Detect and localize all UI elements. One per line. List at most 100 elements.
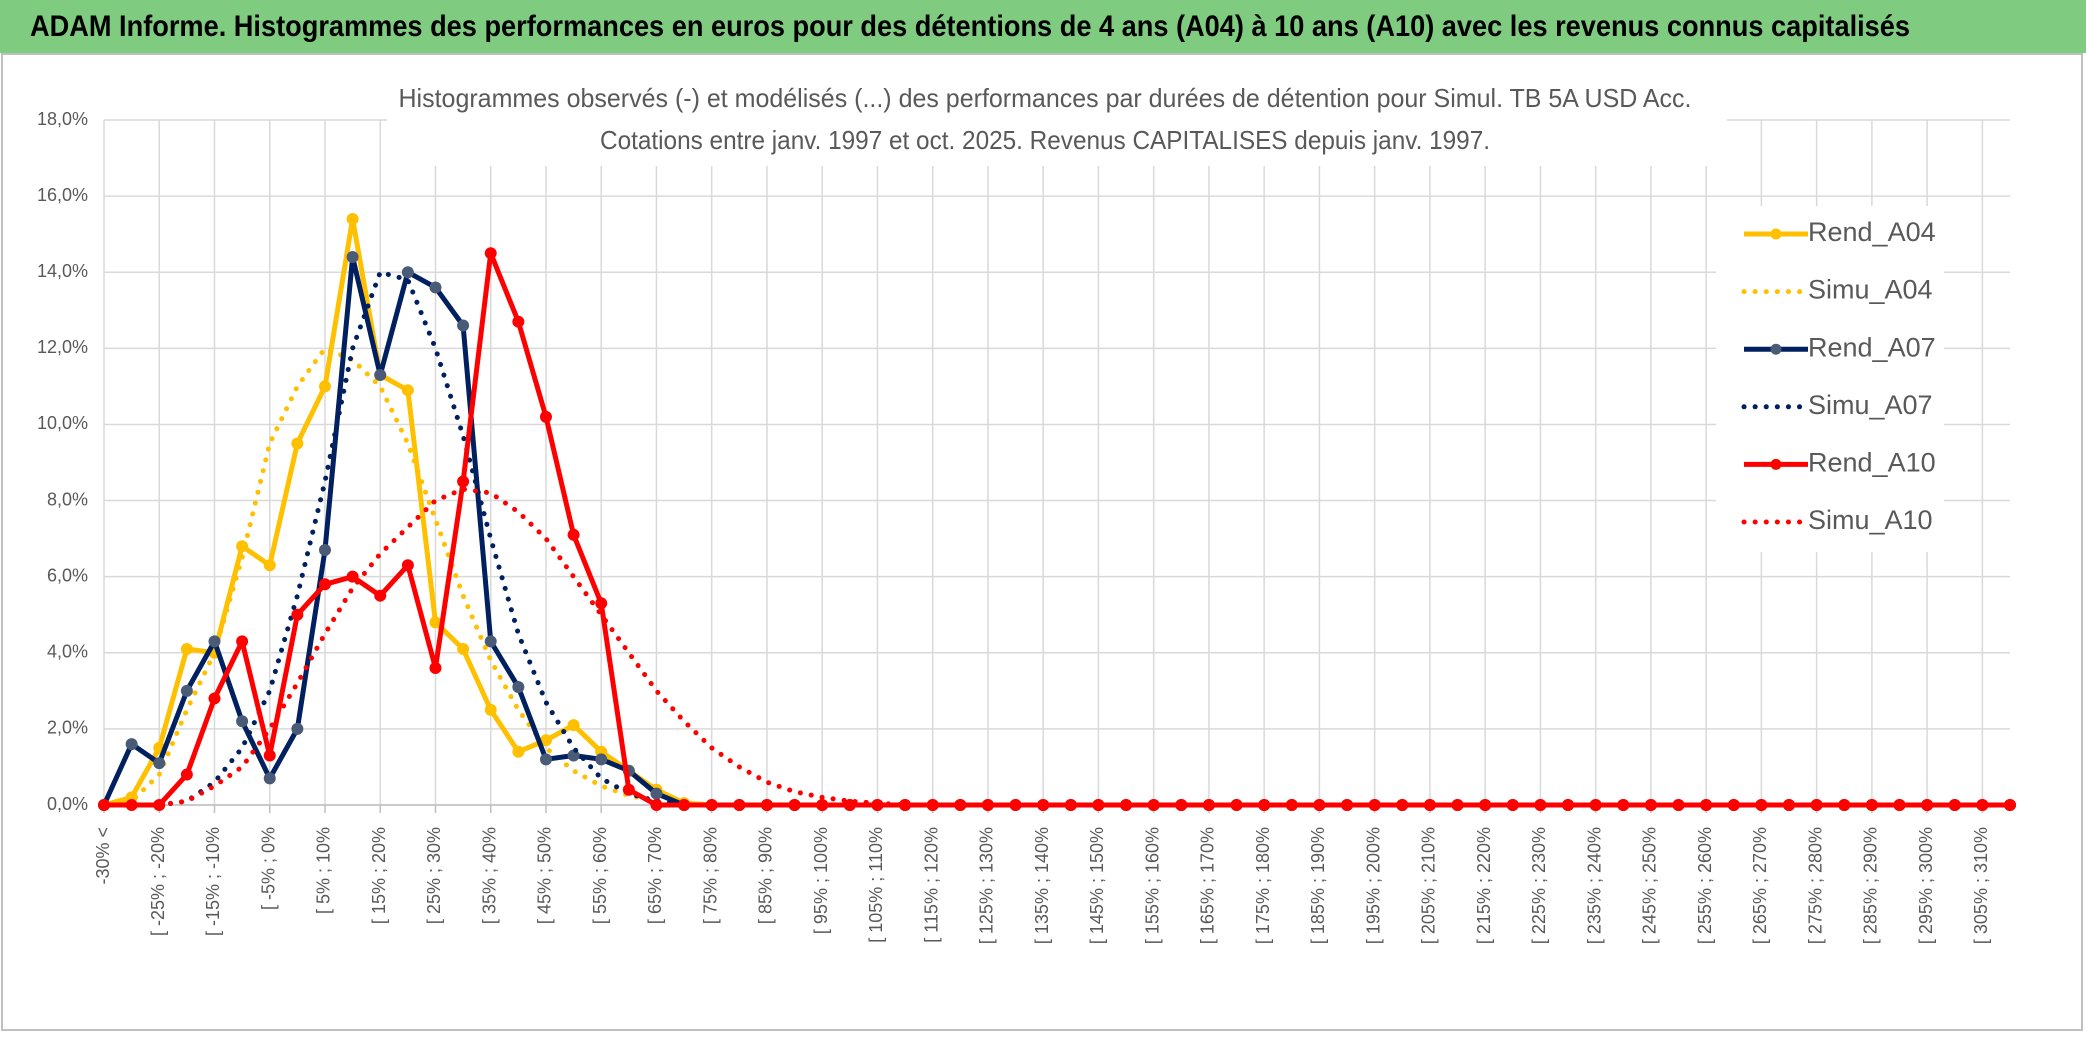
data-point <box>539 410 552 423</box>
legend-bg <box>1716 206 1944 552</box>
y-tick-label: 14,0% <box>37 261 88 281</box>
x-tick-label: [ 255% ; 260% <box>1695 827 1715 944</box>
legend-marker <box>1770 458 1782 470</box>
data-point <box>208 635 221 648</box>
data-point <box>512 315 525 328</box>
data-point <box>512 681 525 694</box>
data-point <box>595 597 608 610</box>
x-tick-label: [ 15% ; 20% <box>369 827 389 924</box>
x-tick-label: [ 35% ; 40% <box>479 827 499 924</box>
x-tick-label: [ 145% ; 150% <box>1087 827 1107 944</box>
data-point <box>318 544 331 557</box>
x-tick-label: [ 95% ; 100% <box>811 827 831 934</box>
data-point <box>346 251 359 263</box>
data-point <box>236 635 249 648</box>
data-point <box>484 635 497 648</box>
data-point <box>401 384 414 397</box>
data-point <box>678 799 691 811</box>
y-tick-label: 12,0% <box>37 337 88 357</box>
data-point <box>429 281 442 294</box>
data-point <box>1562 799 1575 811</box>
data-point <box>263 559 276 572</box>
legend-label: Rend_A07 <box>1808 332 1936 362</box>
data-point <box>539 753 552 766</box>
x-tick-label: [ 175% ; 180% <box>1253 827 1273 944</box>
data-point <box>457 319 470 332</box>
legend-label: Rend_A10 <box>1808 448 1936 478</box>
data-point <box>401 266 414 279</box>
data-point <box>346 212 359 225</box>
y-tick-label: 8,0% <box>47 489 88 509</box>
chart-subtitle: Histogrammes observés (-) et modélisés (… <box>399 83 1692 113</box>
data-point <box>457 642 470 655</box>
x-tick-label: [ 65% ; 70% <box>645 827 665 924</box>
x-tick-label: [ -25% ; -20% <box>148 827 168 936</box>
y-tick-label: 18,0% <box>37 109 88 129</box>
data-point <box>318 380 331 393</box>
data-point <box>457 475 470 488</box>
data-point <box>429 662 442 674</box>
data-point <box>236 715 249 728</box>
x-tick-label: [ 235% ; 240% <box>1584 827 1604 944</box>
data-point <box>705 799 718 811</box>
x-tick-label: [ 75% ; 80% <box>700 827 720 924</box>
x-tick-label: [ 155% ; 160% <box>1142 827 1162 944</box>
x-tick-label: [ 195% ; 200% <box>1363 827 1383 944</box>
data-point <box>374 589 387 602</box>
data-point <box>512 745 525 758</box>
x-tick-label: [ -5% ; 0% <box>258 827 278 910</box>
x-tick-label: [ 265% ; 270% <box>1750 827 1770 944</box>
data-point <box>208 692 221 705</box>
x-tick-label: [ 295% ; 300% <box>1916 827 1936 944</box>
x-tick-label: [ 285% ; 290% <box>1861 827 1881 944</box>
page-title: ADAM Informe. Histogrammes des performan… <box>30 10 1910 43</box>
data-point <box>484 703 497 716</box>
data-point <box>843 799 856 811</box>
data-point <box>650 799 663 811</box>
data-point <box>291 437 304 450</box>
x-tick-label: [ 185% ; 190% <box>1308 827 1328 944</box>
chart-subtitle: Cotations entre janv. 1997 et oct. 2025.… <box>600 125 1490 155</box>
data-point <box>263 749 276 762</box>
legend-label: Simu_A04 <box>1808 275 1933 305</box>
y-tick-label: 2,0% <box>47 718 88 738</box>
legend-label: Simu_A07 <box>1808 390 1933 420</box>
y-tick-label: 16,0% <box>37 185 88 205</box>
legend-label: Simu_A10 <box>1808 505 1933 535</box>
x-tick-label: [ 25% ; 30% <box>424 827 444 924</box>
data-point <box>595 753 608 766</box>
y-tick-label: 0,0% <box>47 794 88 814</box>
data-point <box>816 799 829 811</box>
data-point <box>374 368 387 381</box>
y-tick-label: 6,0% <box>47 565 88 585</box>
x-tick-label: [ 85% ; 90% <box>756 827 776 924</box>
x-tick-label: [ 135% ; 140% <box>1032 827 1052 944</box>
x-tick-label: [ 45% ; 50% <box>535 827 555 924</box>
series-line <box>101 486 2013 808</box>
y-tick-label: 10,0% <box>37 413 88 433</box>
x-tick-label: [ -15% ; -10% <box>203 827 223 936</box>
data-point <box>291 608 304 621</box>
x-tick-label: [ 205% ; 210% <box>1419 827 1439 944</box>
data-point <box>180 684 193 697</box>
data-point <box>318 578 331 591</box>
subtitle-bg <box>387 78 1727 166</box>
data-point <box>650 787 663 800</box>
data-point <box>401 559 414 572</box>
x-tick-label: [ 105% ; 110% <box>866 827 886 943</box>
data-point <box>153 757 166 770</box>
x-tick-label: [ 125% ; 130% <box>977 827 997 944</box>
data-point <box>760 799 773 811</box>
data-point <box>236 540 249 553</box>
data-point <box>484 247 497 260</box>
x-tick-label: [ 55% ; 60% <box>590 827 610 924</box>
chart-border <box>1 53 2083 1031</box>
x-tick-label: [ 275% ; 280% <box>1805 827 1825 944</box>
x-tick-label: [ 305% ; 310% <box>1971 827 1991 944</box>
data-point <box>1534 799 1547 811</box>
y-tick-label: 4,0% <box>47 642 88 662</box>
x-tick-label: [ 215% ; 220% <box>1474 827 1494 944</box>
data-point <box>346 570 359 583</box>
data-point <box>263 772 276 785</box>
x-tick-label: -30% < <box>93 827 113 885</box>
